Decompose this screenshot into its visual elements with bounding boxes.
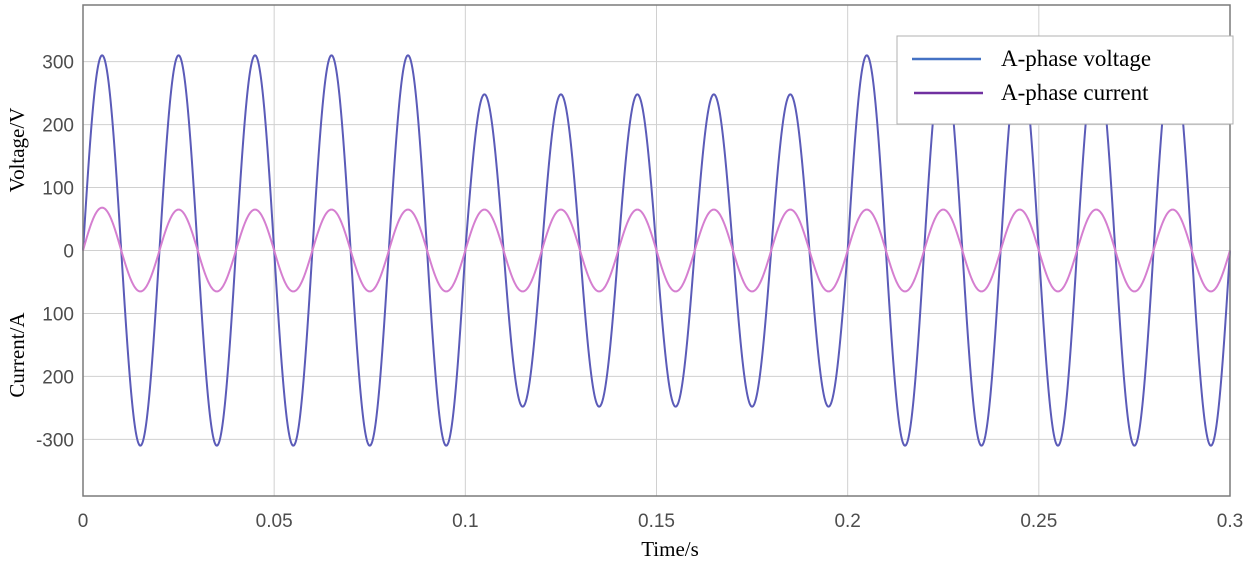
x-tick-label: 0.15 [638, 511, 675, 532]
legend-label-current: A-phase current [1001, 80, 1149, 105]
y-axis-label-current: Current/A [5, 312, 29, 398]
plot-frame [82, 4, 1231, 497]
legend: A-phase voltage A-phase current [896, 35, 1234, 125]
y-tick-label: 100 [42, 304, 74, 325]
y-tick-label: -300 [36, 430, 74, 451]
y-tick-label: 0 [63, 242, 74, 263]
y-tick-label: 100 [42, 179, 74, 200]
series-lines [82, 54, 1231, 447]
x-axis-label: Time/s [641, 537, 699, 561]
legend-label-voltage: A-phase voltage [1001, 46, 1151, 71]
x-tick-label: 0.25 [1020, 511, 1057, 532]
x-tick-label: 0.1 [452, 511, 478, 532]
x-tick-label: 0.05 [256, 511, 293, 532]
legend-box [896, 35, 1234, 125]
y-axis-label-voltage: Voltage/V [5, 108, 29, 193]
y-tick-label: 200 [42, 116, 74, 137]
y-tick-label: 300 [42, 53, 74, 74]
x-tick-label: 0.3 [1217, 511, 1243, 532]
tick-labels: 0 0.05 0.1 0.15 0.2 0.25 0.3 300 200 100 0 100 200 -3… [36, 53, 1243, 532]
x-tick-label: 0 [78, 511, 89, 532]
x-tick-label: 0.2 [834, 511, 860, 532]
series-line-current [82, 206, 1231, 293]
y-tick-label: 200 [42, 367, 74, 388]
